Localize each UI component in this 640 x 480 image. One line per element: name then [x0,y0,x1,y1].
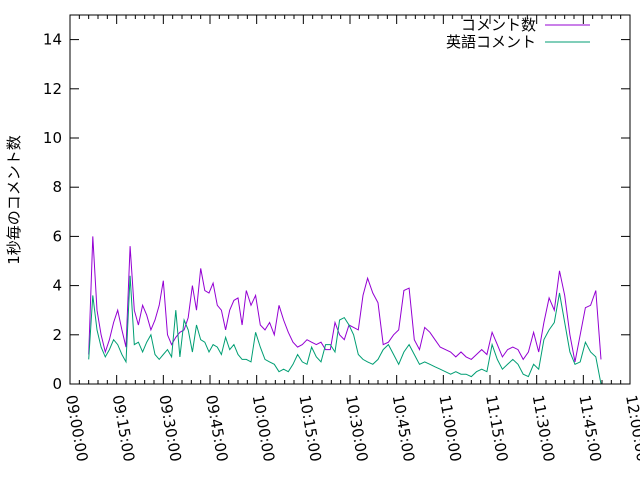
x-tick-label: 09:45:00 [202,394,231,463]
x-tick-label: 11:15:00 [482,394,511,463]
x-tick-label: 10:45:00 [389,394,418,463]
y-tick-label: 14 [43,31,62,49]
y-axis-label: 1秒毎のコメント数 [5,135,23,265]
axes: 0 2 4 6 8 10 12 14 09:00:00 09:15:00 09:30:00 09:45… [43,15,640,463]
y-tick-label: 8 [52,178,62,196]
y-tick-label: 12 [43,80,62,98]
y-tick-label: 4 [52,277,62,295]
series-line-1 [88,236,602,362]
plot-border [69,14,631,385]
legend-label: コメント数 [461,16,536,34]
series-line-2 [88,275,602,385]
series-group [88,236,602,385]
x-tick-label: 12:00:00 [622,394,640,463]
y-tick-label: 6 [52,227,62,245]
x-tick-label: 10:30:00 [342,394,371,463]
legend-label: 英語コメント [446,33,536,51]
y-tick-label: 10 [43,129,62,147]
x-tick-label: 09:00:00 [62,394,91,463]
y-tick-label: 0 [52,375,62,393]
x-tick-label: 11:00:00 [435,394,464,463]
x-tick-label: 11:45:00 [575,394,604,463]
x-tick-label: 11:30:00 [529,394,558,463]
x-tick-label: 10:00:00 [249,394,278,463]
x-tick-label: 09:30:00 [155,394,184,463]
x-tick-label: 10:15:00 [295,394,324,463]
x-tick-label: 09:15:00 [109,394,138,463]
y-tick-label: 2 [52,326,62,344]
